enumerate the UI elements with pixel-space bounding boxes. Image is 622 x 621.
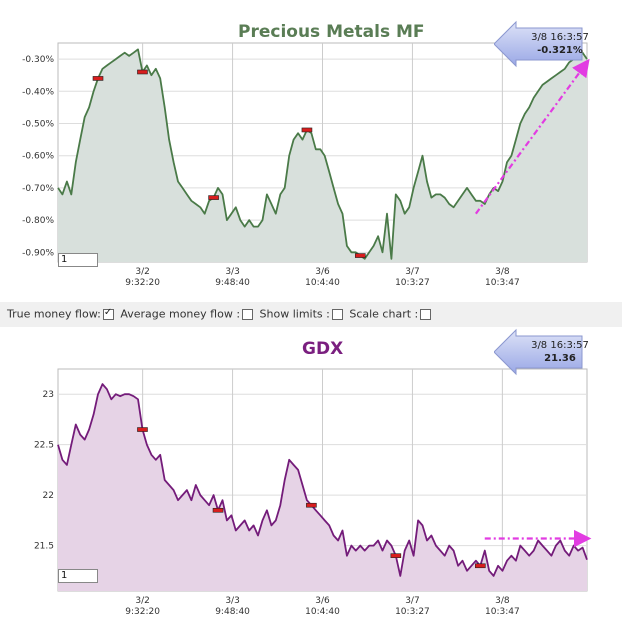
x-tick-date: 3/3 xyxy=(225,596,239,606)
trend-arrow xyxy=(474,58,590,215)
chart-precious-metals-mf: -0.30% -0.40% -0.50% -0.60% -0.70% -0.80% -0.9… xyxy=(22,42,590,288)
x-tick-time: 10:3:47 xyxy=(485,607,520,617)
x-tick-time: 9:48:40 xyxy=(215,607,250,617)
y-tick-label: 21.5 xyxy=(34,542,54,552)
x-tick-date: 3/6 xyxy=(315,596,330,606)
event-marker xyxy=(137,69,148,75)
y-tick-label: -0.40% xyxy=(22,87,54,97)
event-marker xyxy=(208,195,219,200)
series-area xyxy=(58,384,587,591)
event-marker xyxy=(301,127,313,133)
y-tick-label: -0.50% xyxy=(22,120,54,130)
true-money-flow-checkbox[interactable] xyxy=(102,307,114,320)
chart-controls: True money flow: Average money flow : Sh… xyxy=(7,307,434,321)
y-tick-label: -0.70% xyxy=(22,184,54,194)
scale-chart-label: Scale chart : xyxy=(349,307,419,321)
y-tick-label: -0.30% xyxy=(22,55,54,65)
x-tick-date: 3/2 xyxy=(135,596,149,606)
y-tick-label: 22 xyxy=(43,491,54,501)
event-marker xyxy=(390,553,402,558)
arrow-left-icon xyxy=(494,328,583,376)
value-tag-bottom: 3/8 16:3:57 21.36 xyxy=(494,322,614,382)
value-tag-top: 3/8 16:3:57 -0.321% xyxy=(494,14,614,74)
event-marker xyxy=(354,253,366,258)
x-tick-date: 3/8 xyxy=(495,267,510,277)
series-area xyxy=(58,49,587,263)
chart-gdx: 23 22.5 22 21.5 3/29:32:20 3/39:48:40 3/610:4:… xyxy=(34,368,592,617)
x-tick-date: 3/7 xyxy=(405,596,419,606)
event-marker xyxy=(306,502,317,508)
x-tick-time: 10:4:40 xyxy=(305,278,340,288)
y-tick-label: 22.5 xyxy=(34,441,54,451)
x-tick-time: 9:32:20 xyxy=(125,607,160,617)
series-line xyxy=(57,48,588,260)
y-tick-label: -0.60% xyxy=(22,152,54,162)
event-marker xyxy=(475,563,486,569)
x-tick-date: 3/7 xyxy=(405,267,419,277)
x-tick-time: 9:32:20 xyxy=(125,278,160,288)
tag-value: -0.321% xyxy=(537,45,583,56)
event-marker xyxy=(212,507,224,513)
x-tick-time: 10:4:40 xyxy=(305,607,340,617)
x-tick-date: 3/6 xyxy=(315,267,330,277)
chart-input-bottom[interactable]: 1 xyxy=(58,569,98,583)
average-money-flow-checkbox[interactable] xyxy=(242,308,254,320)
x-tick-date: 3/8 xyxy=(495,596,510,606)
y-tick-label: -0.80% xyxy=(22,216,54,226)
series-line xyxy=(57,383,588,577)
tag-value: 21.36 xyxy=(544,353,576,364)
arrow-left-icon xyxy=(494,20,583,68)
show-limits-label: Show limits : xyxy=(259,307,330,321)
tag-time: 3/8 16:3:57 xyxy=(531,32,589,43)
scale-chart-checkbox[interactable] xyxy=(420,308,432,320)
true-money-flow-label: True money flow: xyxy=(7,307,101,321)
chart-input-top[interactable]: 1 xyxy=(58,253,98,267)
show-limits-checkbox[interactable] xyxy=(331,308,343,320)
x-tick-date: 3/3 xyxy=(225,267,239,277)
event-marker xyxy=(92,76,104,81)
x-tick-time: 10:3:27 xyxy=(395,278,430,288)
x-tick-time: 10:3:27 xyxy=(395,607,430,617)
event-marker xyxy=(137,427,148,432)
tag-time: 3/8 16:3:57 xyxy=(531,340,589,351)
x-tick-date: 3/2 xyxy=(135,267,149,277)
chart-title-bottom: GDX xyxy=(302,339,344,359)
average-money-flow-label: Average money flow : xyxy=(120,307,241,321)
chart-title-top: Precious Metals MF xyxy=(238,22,425,42)
x-tick-time: 9:48:40 xyxy=(215,278,250,288)
x-tick-time: 10:3:47 xyxy=(485,278,520,288)
y-tick-label: -0.90% xyxy=(22,248,54,258)
y-tick-label: 23 xyxy=(43,390,54,400)
